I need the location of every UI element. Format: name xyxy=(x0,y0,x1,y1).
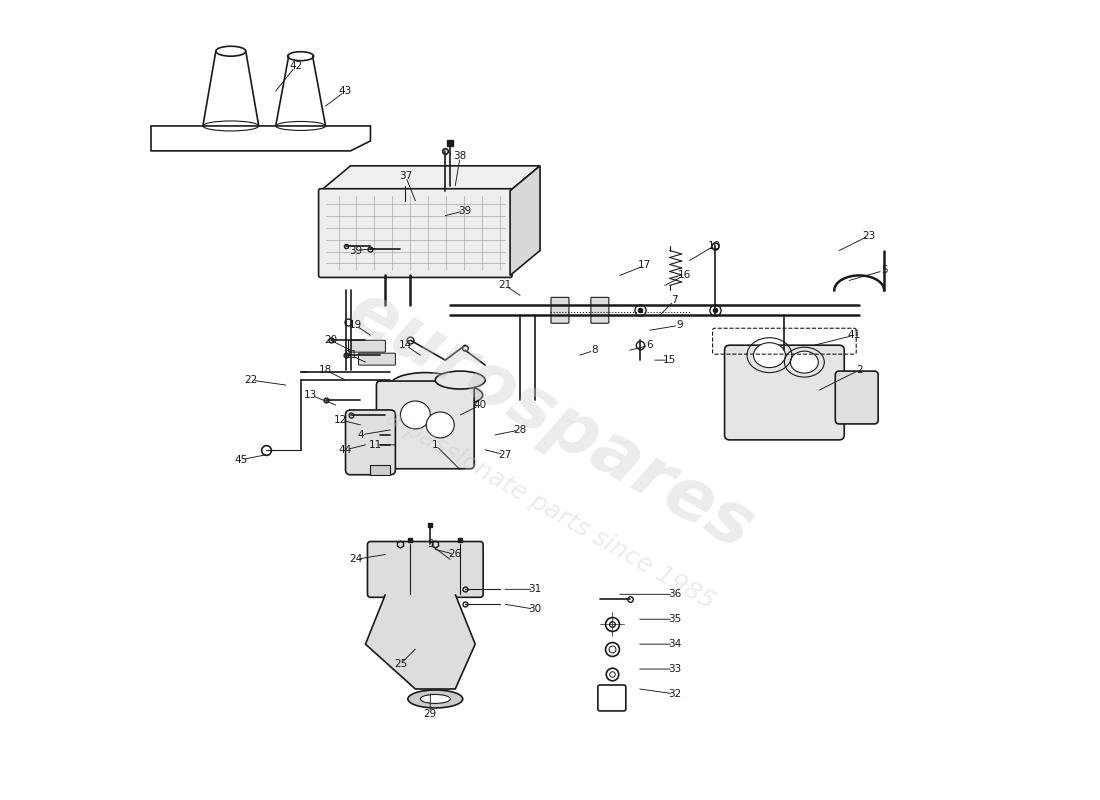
Text: 27: 27 xyxy=(498,450,512,460)
Text: 41: 41 xyxy=(848,330,861,340)
Text: 23: 23 xyxy=(862,230,876,241)
Text: 39: 39 xyxy=(349,246,362,255)
Text: 4: 4 xyxy=(358,430,364,440)
Text: 33: 33 xyxy=(668,664,681,674)
Text: 38: 38 xyxy=(453,151,466,161)
Text: 45: 45 xyxy=(234,454,248,465)
Text: 21: 21 xyxy=(498,280,512,290)
Text: 40: 40 xyxy=(474,400,486,410)
Text: 36: 36 xyxy=(668,590,681,599)
Ellipse shape xyxy=(436,371,485,389)
Ellipse shape xyxy=(418,384,483,406)
FancyBboxPatch shape xyxy=(367,542,483,598)
Text: 21: 21 xyxy=(344,350,358,360)
Text: 7: 7 xyxy=(671,295,678,306)
Polygon shape xyxy=(510,166,540,275)
Text: 17: 17 xyxy=(638,261,651,270)
Text: 44: 44 xyxy=(339,445,352,455)
Text: 8: 8 xyxy=(592,345,598,355)
Text: 43: 43 xyxy=(339,86,352,96)
Text: 26: 26 xyxy=(449,550,462,559)
Polygon shape xyxy=(371,465,390,474)
FancyBboxPatch shape xyxy=(591,298,609,323)
FancyBboxPatch shape xyxy=(551,298,569,323)
Text: 29: 29 xyxy=(424,709,437,719)
Text: 10: 10 xyxy=(708,241,722,250)
FancyBboxPatch shape xyxy=(725,345,845,440)
Text: 28: 28 xyxy=(514,425,527,435)
Text: 30: 30 xyxy=(528,604,541,614)
Text: 13: 13 xyxy=(304,390,317,400)
FancyBboxPatch shape xyxy=(349,340,385,352)
Text: 9: 9 xyxy=(676,320,683,330)
FancyBboxPatch shape xyxy=(319,189,513,278)
Text: 12: 12 xyxy=(334,415,348,425)
Text: 42: 42 xyxy=(289,61,302,71)
Ellipse shape xyxy=(754,342,785,368)
Ellipse shape xyxy=(400,401,430,429)
Text: 37: 37 xyxy=(398,170,412,181)
Text: 5: 5 xyxy=(881,266,888,275)
Text: 31: 31 xyxy=(528,584,541,594)
Text: 3: 3 xyxy=(427,539,433,550)
Ellipse shape xyxy=(791,351,818,373)
Text: 2: 2 xyxy=(856,365,862,375)
Text: a passionate parts since 1985: a passionate parts since 1985 xyxy=(382,406,718,614)
Ellipse shape xyxy=(420,694,450,703)
Text: 11: 11 xyxy=(368,440,382,450)
Ellipse shape xyxy=(408,690,463,708)
Text: 22: 22 xyxy=(244,375,257,385)
Text: 35: 35 xyxy=(668,614,681,624)
FancyBboxPatch shape xyxy=(345,410,395,474)
Text: eurospares: eurospares xyxy=(336,276,764,564)
Text: 18: 18 xyxy=(319,365,332,375)
Text: 6: 6 xyxy=(647,340,653,350)
Text: 19: 19 xyxy=(349,320,362,330)
Text: 25: 25 xyxy=(394,659,407,669)
Text: 15: 15 xyxy=(663,355,676,365)
Text: 14: 14 xyxy=(398,340,412,350)
FancyBboxPatch shape xyxy=(359,353,395,365)
Text: 24: 24 xyxy=(349,554,362,565)
FancyBboxPatch shape xyxy=(376,381,474,469)
Text: 20: 20 xyxy=(324,335,337,346)
Text: 1: 1 xyxy=(432,440,439,450)
Text: 32: 32 xyxy=(668,689,681,699)
Ellipse shape xyxy=(427,412,454,438)
Text: 34: 34 xyxy=(668,639,681,649)
Ellipse shape xyxy=(390,373,460,398)
PathPatch shape xyxy=(365,594,475,689)
FancyBboxPatch shape xyxy=(835,371,878,424)
Polygon shape xyxy=(320,166,540,190)
Text: 39: 39 xyxy=(459,206,472,216)
Text: 16: 16 xyxy=(678,270,691,281)
